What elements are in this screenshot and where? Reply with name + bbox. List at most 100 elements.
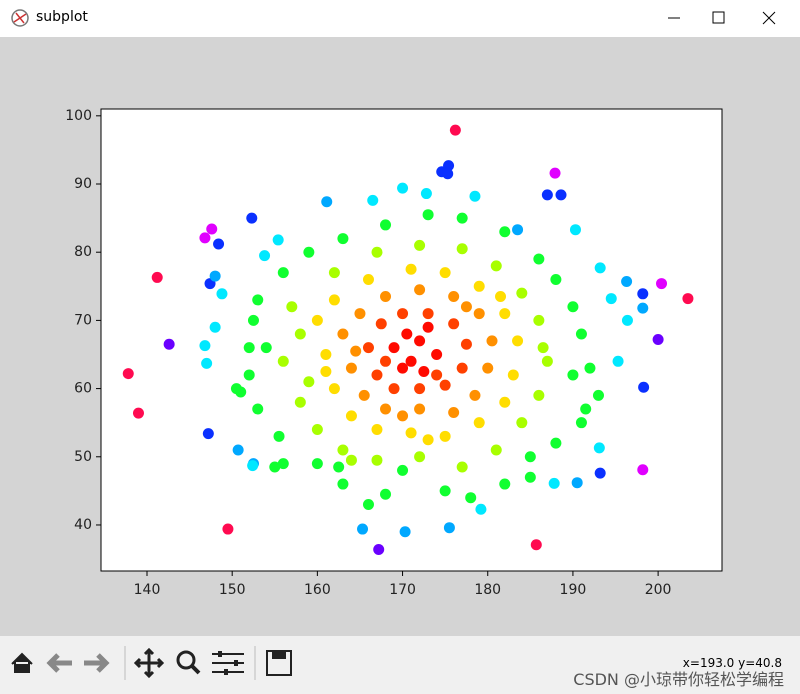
point <box>303 246 315 258</box>
point <box>367 194 379 206</box>
point <box>592 389 604 401</box>
point <box>320 348 332 360</box>
point <box>311 314 323 326</box>
point <box>132 407 144 419</box>
point <box>637 464 649 476</box>
point <box>422 308 434 320</box>
point <box>449 124 461 136</box>
point <box>209 321 221 333</box>
point <box>380 355 392 367</box>
point <box>354 308 366 320</box>
point <box>260 342 272 354</box>
x-tick-label: 160 <box>304 582 331 598</box>
y-tick-label: 70 <box>74 312 92 328</box>
toolbar: x=193.0 y=40.8 CSDN @小琼带你轻松学编程 <box>0 636 800 694</box>
point <box>571 477 583 489</box>
point <box>303 376 315 388</box>
point <box>345 454 357 466</box>
point <box>337 478 349 490</box>
point <box>575 417 587 429</box>
point <box>397 362 409 374</box>
point <box>524 471 536 483</box>
point <box>533 314 545 326</box>
point <box>456 461 468 473</box>
point <box>375 318 387 330</box>
point <box>345 410 357 422</box>
point <box>380 219 392 231</box>
toolbar-buttons[interactable] <box>0 636 310 694</box>
point <box>439 379 451 391</box>
point <box>397 410 409 422</box>
point <box>277 355 289 367</box>
point <box>311 424 323 436</box>
point <box>414 403 426 415</box>
y-tick-label: 100 <box>65 108 92 124</box>
point <box>431 348 443 360</box>
x-tick-label: 190 <box>560 582 587 598</box>
point <box>388 383 400 395</box>
point <box>550 437 562 449</box>
point <box>533 253 545 265</box>
point <box>490 444 502 456</box>
x-tick-label: 200 <box>645 582 672 598</box>
point <box>507 369 519 381</box>
point <box>550 273 562 285</box>
point <box>473 417 485 429</box>
point <box>405 427 417 439</box>
point <box>442 168 454 180</box>
cursor-status: x=193.0 y=40.8 <box>682 656 782 670</box>
point <box>448 318 460 330</box>
window-title: subplot <box>36 9 88 25</box>
point <box>373 544 385 556</box>
point <box>337 233 349 245</box>
point <box>575 328 587 340</box>
point <box>682 293 694 305</box>
point <box>637 288 649 300</box>
point <box>605 293 617 305</box>
window-controls[interactable] <box>650 0 800 37</box>
point <box>371 424 383 436</box>
point <box>232 444 244 456</box>
point <box>320 366 332 378</box>
point <box>277 458 289 470</box>
title-bar: subplot <box>0 0 800 37</box>
point <box>399 526 411 538</box>
point <box>247 460 259 472</box>
point <box>350 345 362 357</box>
point <box>555 189 567 201</box>
point <box>380 403 392 415</box>
point <box>490 260 502 272</box>
point <box>456 243 468 255</box>
point <box>499 308 511 320</box>
point <box>652 333 664 345</box>
point <box>362 273 374 285</box>
point <box>358 389 370 401</box>
point <box>286 301 298 313</box>
point <box>422 434 434 446</box>
point <box>580 403 592 415</box>
point <box>495 291 507 303</box>
point <box>499 226 511 238</box>
point <box>151 271 163 283</box>
point <box>638 381 650 393</box>
y-tick-label: 50 <box>74 449 92 465</box>
x-tick-label: 170 <box>389 582 416 598</box>
point <box>362 342 374 354</box>
point <box>512 224 524 236</box>
y-tick-label: 40 <box>74 517 92 533</box>
point <box>584 362 596 374</box>
point <box>243 342 255 354</box>
point <box>448 406 460 418</box>
point <box>163 338 175 350</box>
point <box>397 464 409 476</box>
point <box>337 444 349 456</box>
point <box>567 301 579 313</box>
point <box>345 362 357 374</box>
point <box>362 499 374 511</box>
point <box>621 314 633 326</box>
point <box>328 267 340 279</box>
point <box>252 403 264 415</box>
x-tick-label: 140 <box>134 582 161 598</box>
point <box>206 223 218 235</box>
